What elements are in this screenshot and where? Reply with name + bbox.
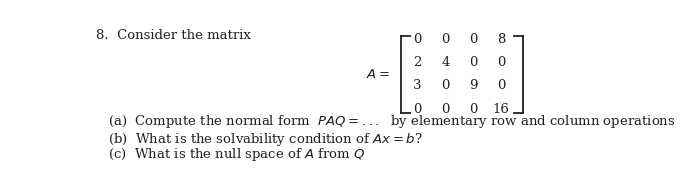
Text: 0: 0 [441, 79, 450, 92]
Text: 2: 2 [413, 56, 421, 69]
Text: 16: 16 [493, 103, 509, 116]
Text: 0: 0 [469, 56, 477, 69]
Text: 0: 0 [469, 33, 477, 46]
Text: (b)  What is the solvability condition of $Ax = b$?: (b) What is the solvability condition of… [108, 131, 423, 148]
Text: 0: 0 [413, 103, 421, 116]
Text: 0: 0 [469, 103, 477, 116]
Text: (c)  What is the null space of $A$ from $Q$: (c) What is the null space of $A$ from $… [108, 146, 365, 163]
Text: $A =$: $A =$ [365, 68, 390, 81]
Text: 0: 0 [497, 56, 505, 69]
Text: 4: 4 [441, 56, 450, 69]
Text: 8.  Consider the matrix: 8. Consider the matrix [96, 29, 251, 42]
Text: 0: 0 [441, 103, 450, 116]
Text: 0: 0 [497, 79, 505, 92]
Text: 8: 8 [497, 33, 505, 46]
Text: 3: 3 [413, 79, 421, 92]
Text: (a)  Compute the normal form  $PAQ = ...$  by elementary row and column operatio: (a) Compute the normal form $PAQ = ...$ … [108, 113, 675, 130]
Text: 9: 9 [469, 79, 477, 92]
Text: 0: 0 [441, 33, 450, 46]
Text: 0: 0 [413, 33, 421, 46]
